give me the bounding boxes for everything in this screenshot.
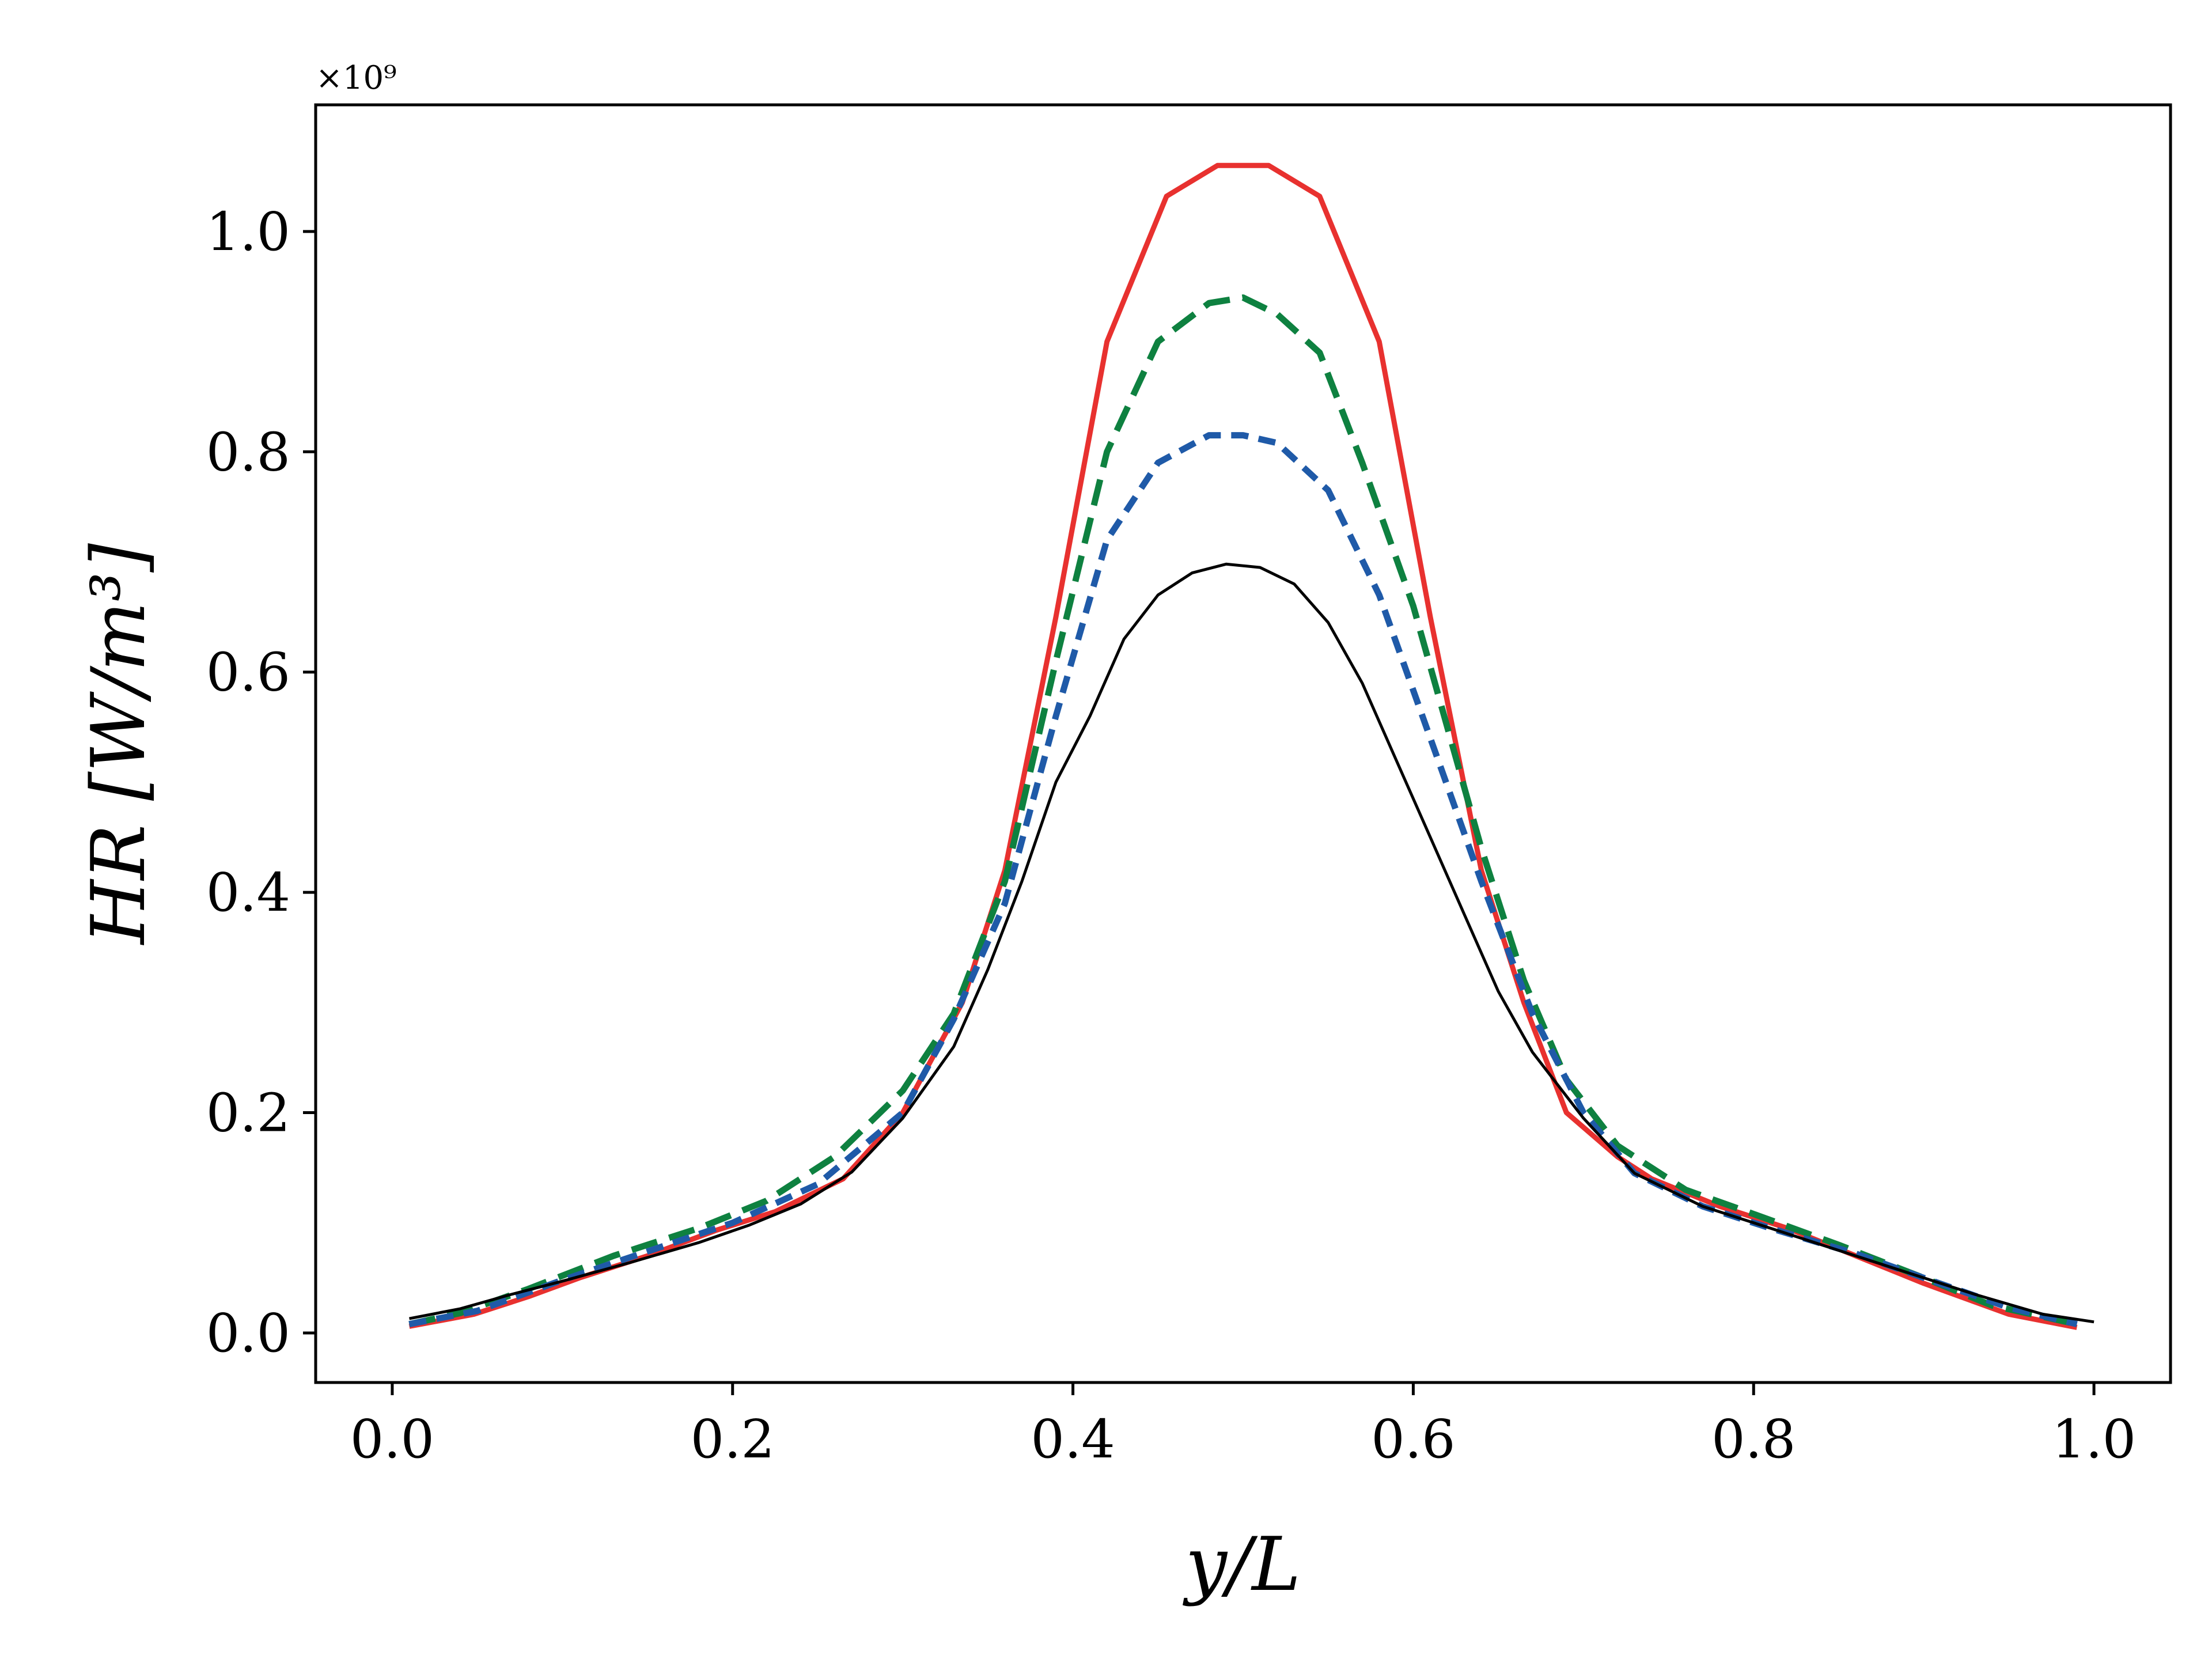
plot-frame bbox=[314, 103, 2172, 1384]
x-tick-label: 0.0 bbox=[350, 1408, 434, 1470]
x-tick-label: 1.0 bbox=[2052, 1408, 2136, 1470]
series-line-4 bbox=[409, 562, 2094, 1324]
series-layer bbox=[408, 162, 2094, 1330]
y-axis-label: HR [W/m³] bbox=[76, 543, 162, 945]
x-tick-label: 0.2 bbox=[691, 1408, 775, 1470]
y-tick-label: 0.6 bbox=[206, 642, 290, 703]
y-axis-ticks: 0.0 0.2 0.4 0.6 0.8 1.0 bbox=[206, 201, 316, 1364]
x-axis-ticks: 0.0 0.2 0.4 0.6 0.8 1.0 bbox=[350, 1382, 2136, 1470]
x-axis-label: y/L bbox=[1183, 1522, 1301, 1608]
y-tick-label: 0.8 bbox=[206, 421, 290, 483]
y-offset-label: ×10⁹ bbox=[316, 59, 397, 97]
x-tick-label: 0.6 bbox=[1371, 1408, 1455, 1470]
series-line-2 bbox=[408, 294, 2078, 1328]
y-tick-label: 1.0 bbox=[206, 201, 290, 263]
y-tick-label: 0.2 bbox=[206, 1082, 290, 1144]
x-tick-label: 0.8 bbox=[1711, 1408, 1796, 1470]
y-tick-label: 0.0 bbox=[206, 1302, 290, 1364]
y-tick-label: 0.4 bbox=[206, 862, 290, 923]
x-tick-label: 0.4 bbox=[1031, 1408, 1115, 1470]
